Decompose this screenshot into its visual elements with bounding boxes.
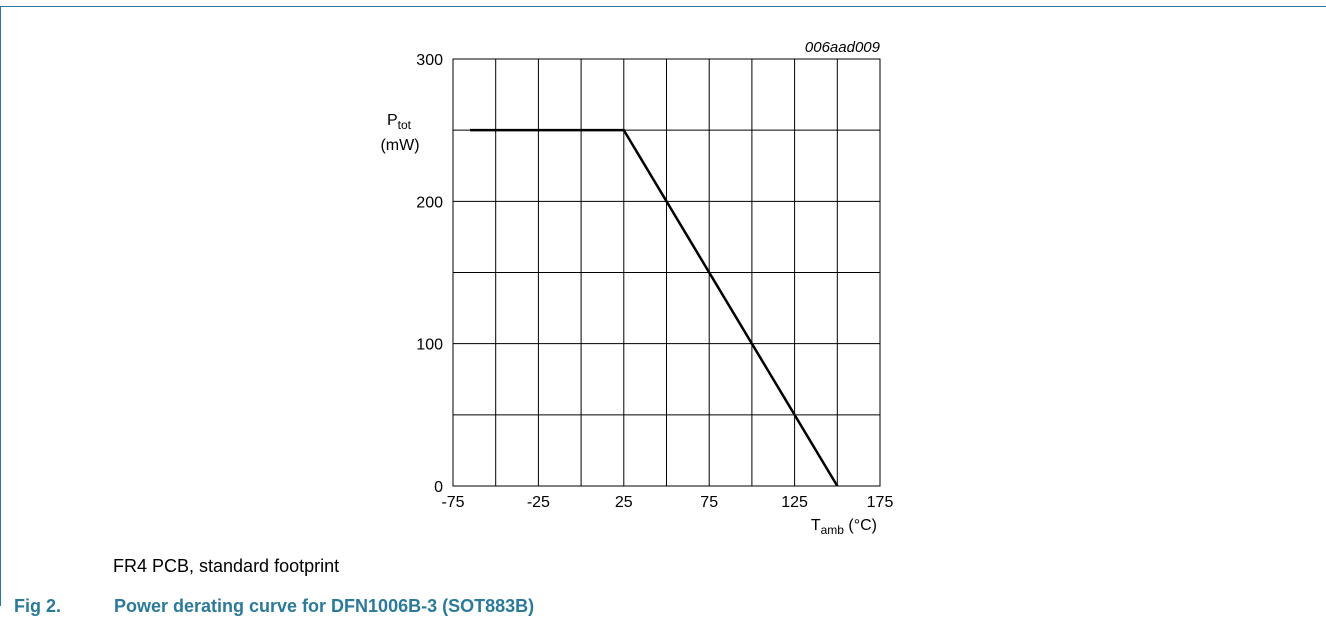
chart-series-layer bbox=[470, 128, 839, 487]
x-axis-unit: (°C) bbox=[848, 517, 877, 534]
x-axis-label: Tamb (°C) bbox=[811, 517, 877, 537]
figure-caption: Fig 2. Power derating curve for DFN1006B-… bbox=[14, 596, 534, 617]
x-tick-label: 25 bbox=[615, 494, 633, 511]
x-tick-label: -25 bbox=[527, 494, 550, 511]
y-tick-label: 300 bbox=[416, 52, 443, 69]
x-tick-label: -75 bbox=[441, 494, 464, 511]
frame-left-border bbox=[0, 6, 1, 606]
x-axis-label-subscript: amb bbox=[821, 523, 845, 537]
y-tick-label: 100 bbox=[416, 337, 443, 354]
figure-caption-number: Fig 2. bbox=[14, 596, 62, 616]
y-axis-label-subscript: tot bbox=[398, 118, 412, 132]
figure-note: FR4 PCB, standard footprint bbox=[113, 556, 340, 576]
figure-code: 006aad009 bbox=[805, 39, 881, 56]
figure-caption-title: Power derating curve for DFN1006B-3 (SOT… bbox=[114, 596, 535, 616]
y-axis-label: Ptot bbox=[387, 112, 412, 132]
power-derating-chart: -75 -25 25 75 125 175 0 100 200 300 006aad009 Pto… bbox=[380, 39, 893, 537]
y-axis-unit: (mW) bbox=[380, 137, 419, 154]
frame-top-border bbox=[0, 6, 1326, 7]
y-axis-label-main: P bbox=[387, 112, 398, 129]
x-tick-label: 175 bbox=[867, 494, 894, 511]
y-tick-label: 0 bbox=[434, 479, 443, 496]
chart-grid bbox=[453, 59, 880, 486]
plot-area-frame bbox=[452, 58, 881, 487]
series-line bbox=[470, 128, 839, 487]
y-tick-label: 200 bbox=[416, 194, 443, 211]
x-axis-label-main: T bbox=[811, 517, 821, 534]
x-tick-label: 125 bbox=[781, 494, 808, 511]
chart-tick-labels: -75 -25 25 75 125 175 0 100 200 300 bbox=[416, 52, 893, 511]
x-tick-label: 75 bbox=[700, 494, 718, 511]
